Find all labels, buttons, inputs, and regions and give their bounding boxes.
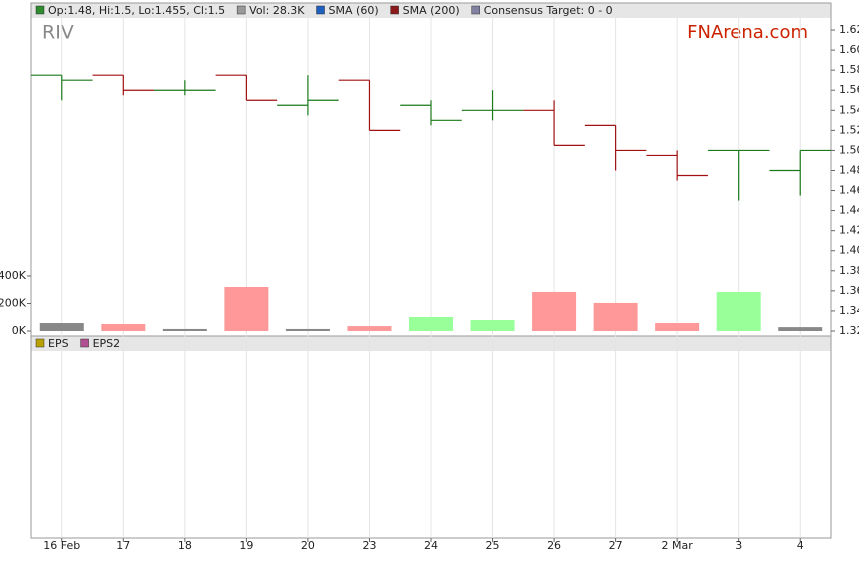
volume-bar — [285, 328, 330, 331]
legend-swatch — [80, 338, 89, 348]
x-tick-label: 25 — [486, 539, 500, 552]
legend-label: EPS — [48, 337, 69, 350]
x-tick-label: 16 Feb — [43, 539, 80, 552]
y-tick-label: 1.42 — [839, 224, 859, 237]
y-tick-label: 1.38 — [839, 264, 859, 277]
y-tick-label: 1.44 — [839, 204, 859, 217]
volume-bar — [409, 316, 453, 331]
y2-tick-label: 400K — [0, 269, 27, 282]
y2-tick-label: 0K — [12, 324, 27, 337]
x-tick-label: 18 — [178, 539, 192, 552]
y-tick-label: 1.60 — [839, 43, 859, 56]
legend-swatch — [236, 5, 246, 15]
legend-swatch — [35, 338, 45, 348]
legend-label: Consensus Target: 0 - 0 — [484, 4, 613, 17]
volume-bar — [101, 323, 146, 331]
legend-label: Op:1.48, Hi:1.5, Lo:1.455, Cl:1.5 — [48, 4, 225, 17]
x-tick-label: 24 — [424, 539, 438, 552]
y-tick-label: 1.40 — [839, 244, 859, 257]
y-tick-label: 1.52 — [839, 123, 859, 136]
x-tick-label: 2 Mar — [662, 539, 694, 552]
y-tick-label: 1.54 — [839, 103, 859, 116]
volume-bar — [778, 327, 823, 331]
x-tick-label: 23 — [362, 539, 376, 552]
legend-swatch — [390, 5, 399, 15]
legend-label: Vol: 28.3K — [249, 4, 305, 17]
legend-swatch — [471, 5, 480, 15]
volume-bar — [39, 323, 84, 331]
legend-label: EPS2 — [93, 337, 121, 350]
y-tick-label: 1.34 — [839, 304, 859, 317]
legend-label: SMA (60) — [329, 4, 379, 17]
x-tick-label: 26 — [547, 539, 561, 552]
volume-bar — [716, 291, 761, 331]
legend-swatch — [35, 5, 45, 15]
x-tick-label: 17 — [116, 539, 130, 552]
y-tick-label: 1.48 — [839, 163, 859, 176]
volume-bar — [655, 323, 700, 331]
y-tick-label: 1.32 — [839, 324, 859, 337]
volume-bar — [224, 287, 269, 331]
y-tick-label: 1.50 — [839, 143, 859, 156]
x-tick-label: 4 — [797, 539, 804, 552]
brand: FNArena.com — [687, 22, 808, 43]
y-tick-label: 1.58 — [839, 63, 859, 76]
volume-bar — [532, 291, 577, 331]
legend-label: SMA (200) — [403, 4, 460, 17]
x-tick-label: 19 — [239, 539, 253, 552]
volume-bar — [470, 320, 515, 331]
x-tick-label: 20 — [301, 539, 315, 552]
y-tick-label: 1.36 — [839, 284, 859, 297]
volume-bar — [347, 326, 392, 331]
y2-tick-label: 200K — [0, 297, 27, 310]
volume-bar — [593, 302, 638, 331]
x-tick-label: 27 — [609, 539, 623, 552]
symbol: RIV — [42, 22, 74, 44]
legend-swatch — [316, 5, 325, 15]
legend-bar — [31, 3, 831, 18]
x-tick-label: 3 — [735, 539, 742, 552]
volume-bar — [162, 328, 207, 331]
y-tick-label: 1.46 — [839, 184, 859, 197]
y-tick-label: 1.56 — [839, 83, 859, 96]
y-tick-label: 1.62 — [839, 23, 859, 36]
